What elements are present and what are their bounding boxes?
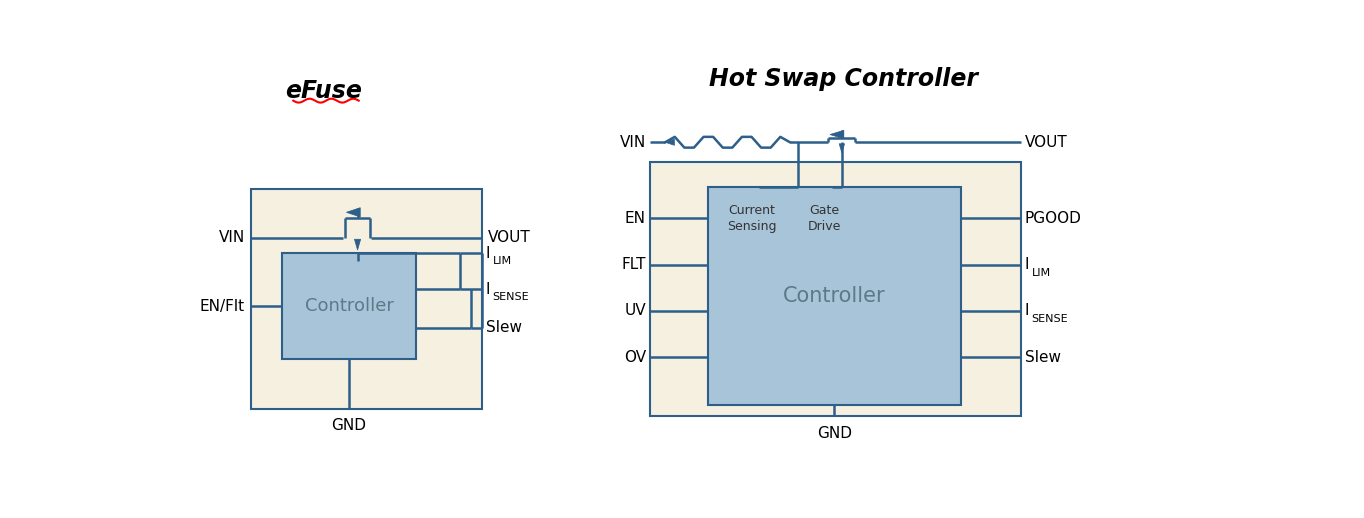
Text: SENSE: SENSE — [1031, 314, 1068, 324]
Text: EN: EN — [625, 211, 647, 226]
Text: Slew: Slew — [1024, 350, 1061, 365]
Polygon shape — [666, 139, 674, 146]
Text: Controller: Controller — [304, 297, 394, 315]
Text: VIN: VIN — [619, 135, 647, 150]
Text: Hot Swap Controller: Hot Swap Controller — [709, 67, 978, 91]
Bar — [282, 253, 416, 358]
Text: OV: OV — [623, 350, 647, 365]
Text: PGOOD: PGOOD — [1024, 211, 1082, 226]
Text: I: I — [1024, 304, 1030, 319]
Polygon shape — [839, 144, 844, 153]
Text: I: I — [1024, 257, 1030, 272]
Text: EN/Flt: EN/Flt — [199, 299, 244, 314]
Text: GND: GND — [331, 418, 367, 433]
Bar — [649, 162, 1020, 416]
Text: Slew: Slew — [486, 320, 522, 335]
Text: Current
Sensing: Current Sensing — [727, 204, 776, 233]
Text: GND: GND — [817, 426, 851, 441]
Text: VIN: VIN — [218, 230, 244, 245]
Text: FLT: FLT — [622, 257, 647, 272]
Bar — [251, 189, 481, 409]
Polygon shape — [346, 208, 360, 217]
Text: UV: UV — [625, 304, 647, 319]
Text: I: I — [486, 282, 490, 297]
Text: VOUT: VOUT — [1024, 135, 1068, 150]
Text: eFuse: eFuse — [285, 79, 363, 104]
Text: LIM: LIM — [1031, 268, 1050, 278]
Text: I: I — [486, 246, 490, 261]
Polygon shape — [829, 131, 844, 139]
Text: SENSE: SENSE — [492, 292, 529, 303]
Text: VOUT: VOUT — [488, 230, 531, 245]
Polygon shape — [355, 239, 360, 250]
Text: Gate
Drive: Gate Drive — [807, 204, 842, 233]
Bar — [708, 187, 960, 405]
Text: LIM: LIM — [492, 256, 512, 266]
Text: Controller: Controller — [783, 286, 885, 306]
